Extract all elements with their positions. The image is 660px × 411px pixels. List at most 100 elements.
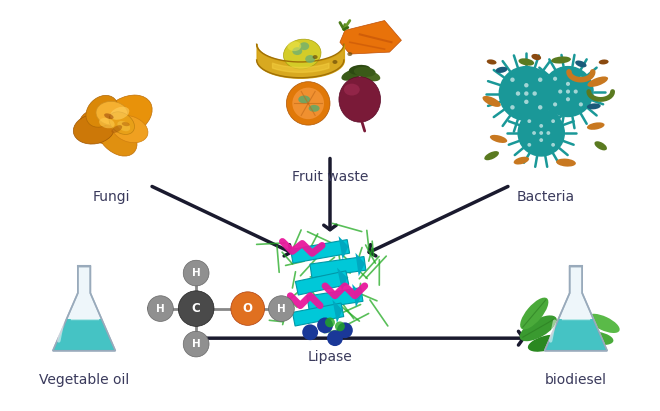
Circle shape: [579, 102, 583, 106]
Ellipse shape: [482, 96, 501, 107]
Ellipse shape: [484, 151, 499, 160]
Circle shape: [579, 77, 583, 81]
Circle shape: [317, 317, 333, 333]
Polygon shape: [310, 256, 366, 278]
Polygon shape: [53, 266, 116, 351]
Ellipse shape: [354, 67, 376, 77]
Ellipse shape: [551, 56, 571, 64]
Circle shape: [538, 105, 543, 110]
Ellipse shape: [359, 70, 380, 81]
Text: H: H: [277, 304, 286, 314]
Circle shape: [543, 66, 594, 117]
Ellipse shape: [519, 315, 557, 341]
Ellipse shape: [96, 102, 127, 125]
Circle shape: [539, 138, 543, 142]
Circle shape: [551, 143, 555, 147]
Circle shape: [269, 296, 294, 321]
Ellipse shape: [519, 58, 534, 66]
Text: biodiesel: biodiesel: [545, 373, 607, 387]
Ellipse shape: [292, 47, 302, 55]
Ellipse shape: [298, 95, 310, 104]
Ellipse shape: [122, 122, 129, 126]
Ellipse shape: [112, 115, 148, 143]
Polygon shape: [339, 236, 348, 259]
Ellipse shape: [556, 159, 576, 166]
Circle shape: [532, 131, 536, 135]
Ellipse shape: [490, 135, 508, 143]
Ellipse shape: [587, 122, 605, 130]
Circle shape: [524, 99, 529, 104]
Text: O: O: [243, 302, 253, 315]
Ellipse shape: [112, 125, 122, 133]
Circle shape: [292, 88, 324, 119]
Ellipse shape: [341, 69, 362, 81]
Ellipse shape: [110, 107, 129, 120]
Ellipse shape: [109, 112, 135, 134]
Ellipse shape: [513, 157, 529, 164]
Text: H: H: [192, 268, 201, 278]
Ellipse shape: [496, 67, 508, 73]
Circle shape: [538, 78, 543, 82]
Ellipse shape: [333, 60, 337, 64]
Circle shape: [539, 124, 543, 128]
Polygon shape: [53, 319, 116, 351]
Circle shape: [546, 131, 550, 135]
Ellipse shape: [595, 141, 607, 150]
Circle shape: [539, 131, 543, 135]
Circle shape: [524, 83, 529, 88]
Ellipse shape: [599, 60, 609, 65]
Ellipse shape: [344, 84, 360, 95]
Text: Bacteria: Bacteria: [517, 190, 576, 204]
Polygon shape: [290, 240, 350, 263]
Circle shape: [325, 317, 335, 327]
Circle shape: [566, 82, 570, 86]
Circle shape: [510, 78, 515, 82]
Text: H: H: [156, 304, 165, 314]
Text: Fungi: Fungi: [93, 190, 131, 204]
Circle shape: [517, 109, 565, 157]
Text: +: +: [144, 298, 163, 319]
Polygon shape: [544, 319, 607, 351]
Polygon shape: [337, 268, 347, 291]
Circle shape: [527, 119, 531, 123]
Ellipse shape: [486, 60, 496, 65]
Ellipse shape: [79, 109, 129, 143]
Circle shape: [183, 331, 209, 357]
Ellipse shape: [531, 54, 541, 60]
Circle shape: [533, 91, 537, 96]
Circle shape: [524, 91, 529, 96]
Circle shape: [566, 90, 570, 94]
Text: H: H: [192, 339, 201, 349]
Ellipse shape: [86, 95, 118, 127]
Ellipse shape: [73, 114, 115, 144]
Ellipse shape: [528, 335, 564, 352]
Ellipse shape: [309, 105, 319, 112]
Ellipse shape: [582, 331, 613, 345]
Ellipse shape: [520, 298, 548, 330]
Circle shape: [231, 292, 265, 326]
Ellipse shape: [117, 121, 130, 131]
Polygon shape: [544, 266, 607, 351]
Ellipse shape: [575, 60, 587, 67]
Polygon shape: [307, 288, 363, 310]
Polygon shape: [292, 303, 344, 326]
Polygon shape: [356, 253, 365, 276]
Ellipse shape: [347, 52, 352, 56]
Circle shape: [510, 105, 515, 110]
Ellipse shape: [101, 95, 152, 137]
Ellipse shape: [349, 65, 371, 75]
Circle shape: [148, 296, 174, 321]
Circle shape: [337, 322, 353, 338]
Ellipse shape: [587, 103, 601, 109]
Circle shape: [327, 330, 343, 346]
Ellipse shape: [287, 41, 301, 51]
Circle shape: [302, 324, 318, 340]
Circle shape: [515, 91, 520, 96]
Ellipse shape: [96, 116, 137, 156]
Ellipse shape: [313, 55, 317, 59]
Ellipse shape: [104, 113, 114, 119]
Polygon shape: [296, 271, 348, 295]
Polygon shape: [333, 300, 343, 323]
Text: Fruit waste: Fruit waste: [292, 171, 368, 185]
Circle shape: [498, 66, 554, 121]
